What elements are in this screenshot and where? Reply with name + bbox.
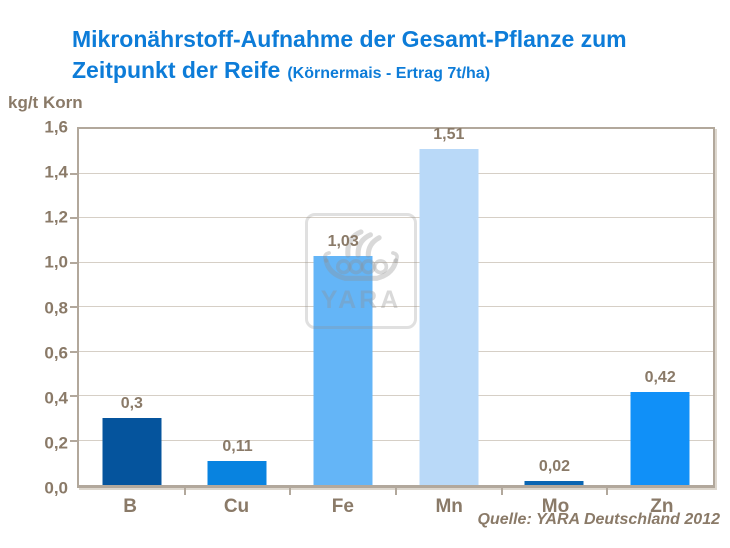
y-axis-tick bbox=[70, 395, 77, 397]
gridline bbox=[79, 261, 713, 263]
x-axis-tick bbox=[606, 488, 609, 495]
bar-cu bbox=[207, 460, 267, 485]
x-axis-label: Mo bbox=[541, 496, 570, 517]
x-axis-label: Mn bbox=[435, 496, 463, 517]
bar-value-label: 1,03 bbox=[327, 232, 359, 250]
y-tick-label: 1,2 bbox=[44, 207, 68, 227]
x-axis-tick bbox=[289, 488, 292, 495]
category-slot-mo: 0,02 bbox=[502, 129, 608, 485]
category-slot-mn: 1,51 bbox=[396, 126, 502, 485]
y-axis-tick bbox=[70, 172, 77, 175]
gridline bbox=[79, 306, 713, 307]
category-slot-b: 0,3 bbox=[79, 129, 185, 485]
bar-value-label: 1,51 bbox=[433, 126, 465, 144]
gridline bbox=[79, 217, 713, 218]
category-slot-fe: 1,03 bbox=[290, 129, 396, 485]
y-tick-label: 0,6 bbox=[44, 343, 68, 363]
y-axis-unit-label: kg/t Korn bbox=[8, 93, 83, 112]
gridline bbox=[79, 439, 713, 441]
y-tick-label: 0,4 bbox=[44, 388, 68, 408]
bar-b bbox=[102, 418, 162, 485]
bar-value-label: 0,11 bbox=[222, 437, 253, 455]
x-axis-tick bbox=[500, 488, 503, 495]
x-axis-label: Cu bbox=[223, 496, 250, 517]
bar-mn bbox=[419, 149, 479, 485]
category-slot-cu: 0,11 bbox=[185, 129, 291, 485]
x-axis-label: Fe bbox=[331, 496, 354, 517]
bar-zn bbox=[630, 391, 690, 485]
y-axis-tick bbox=[70, 350, 77, 353]
x-axis-label: Zn bbox=[650, 496, 674, 517]
chart-title: Mikronährstoff-Aufnahme der Gesamt-Pflan… bbox=[72, 24, 627, 89]
y-tick-label: 0,2 bbox=[44, 433, 68, 453]
y-tick-label: 1,6 bbox=[44, 117, 68, 137]
x-axis-tick bbox=[395, 488, 397, 495]
y-axis-tick bbox=[70, 217, 77, 219]
y-tick-label: 0,8 bbox=[44, 298, 68, 317]
source-attribution: Quelle: YARA Deutschland 2012 bbox=[477, 511, 720, 528]
chart-subtitle: (Körnermais - Ertrag 7t/ha) bbox=[287, 65, 491, 82]
gridline bbox=[79, 350, 713, 352]
bar-value-label: 0,3 bbox=[120, 395, 143, 413]
y-tick-label: 0,0 bbox=[44, 478, 68, 498]
y-axis-tick bbox=[70, 439, 77, 442]
y-axis: 0,0 0,2 0,4 0,6 0,8 1,0 1,2 1,4 1,6 bbox=[0, 119, 68, 497]
chart-title-line2: Zeitpunkt der Reife (Körnermais - Ertrag … bbox=[72, 55, 627, 89]
gridline bbox=[79, 172, 713, 174]
y-axis-tick bbox=[70, 261, 77, 264]
x-axis-tick bbox=[183, 488, 186, 495]
plot-area: 0,3 0,11 1,03 1,51 0,02 0,42 bbox=[70, 126, 715, 495]
chart-title-line1: Mikronährstoff-Aufnahme der Gesamt-Pflan… bbox=[72, 26, 627, 52]
gridline bbox=[79, 395, 713, 396]
category-slot-zn: 0,42 bbox=[607, 129, 713, 485]
bar-value-label: 0,42 bbox=[644, 368, 676, 386]
bar-mo bbox=[524, 480, 584, 485]
y-tick-label: 1,4 bbox=[44, 162, 68, 182]
y-axis-tick bbox=[70, 306, 77, 308]
y-tick-label: 1,0 bbox=[44, 252, 68, 272]
bar-value-label: 0,02 bbox=[538, 457, 571, 475]
x-axis-labels: B Cu Fe Mn Mo Zn bbox=[77, 496, 715, 522]
chart-title-line2-main: Zeitpunkt der Reife bbox=[72, 57, 281, 83]
bar-fe bbox=[313, 255, 373, 485]
x-axis-label: B bbox=[123, 496, 138, 517]
